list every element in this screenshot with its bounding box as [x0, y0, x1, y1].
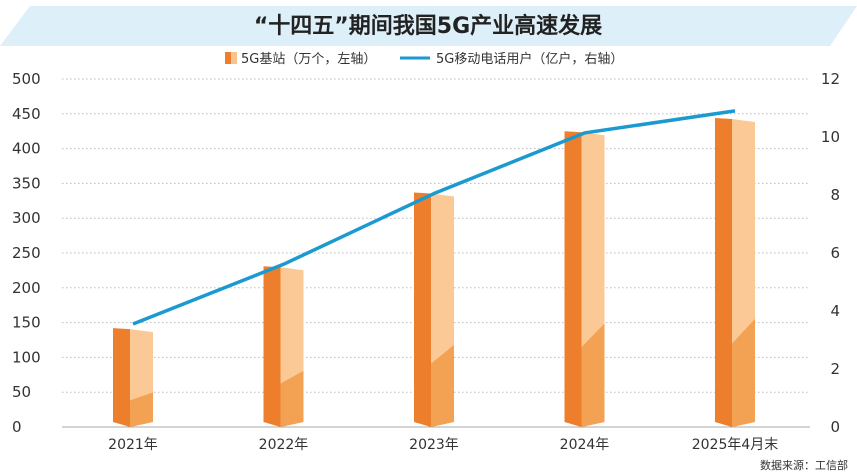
- legend-bar-swatch: [225, 52, 231, 64]
- right-tick-label: 0: [830, 418, 840, 436]
- bar-side-shade: [431, 344, 454, 427]
- bar-front: [715, 117, 732, 427]
- bar-side-shade: [130, 392, 153, 427]
- left-tick-label: 500: [12, 70, 41, 88]
- left-tick-label: 0: [12, 418, 22, 436]
- legend-line-label: 5G移动电话用户（亿户，右轴）: [436, 51, 623, 67]
- bar-front: [564, 131, 582, 427]
- right-tick-label: 12: [821, 70, 840, 88]
- left-tick-label: 450: [12, 105, 41, 123]
- bar-front: [263, 266, 281, 427]
- bar-side-shade: [280, 370, 304, 427]
- left-tick-label: 300: [12, 209, 41, 227]
- bar-side-shade: [581, 323, 605, 427]
- bar-front: [113, 328, 130, 427]
- right-tick-label: 2: [830, 360, 840, 378]
- bar-front: [414, 192, 431, 427]
- left-tick-label: 150: [12, 314, 41, 332]
- x-tick-label: 2024年: [560, 437, 610, 453]
- x-tick-label: 2023年: [409, 437, 459, 453]
- x-tick-label: 2021年: [108, 437, 158, 453]
- bar: [715, 117, 755, 427]
- left-tick-label: 200: [12, 279, 41, 297]
- bar: [263, 266, 304, 427]
- bar-side-shade: [732, 318, 755, 427]
- bar: [113, 328, 153, 427]
- bar: [414, 192, 454, 427]
- left-tick-label: 350: [12, 174, 41, 192]
- right-tick-label: 8: [830, 186, 840, 204]
- right-tick-label: 4: [830, 302, 840, 320]
- right-tick-label: 6: [830, 244, 840, 262]
- bar: [564, 131, 605, 427]
- left-tick-label: 400: [12, 140, 41, 158]
- left-tick-label: 50: [12, 383, 31, 401]
- x-tick-label: 2025年4月末: [692, 437, 779, 453]
- legend: 5G基站（万个，左轴） 5G移动电话用户（亿户，右轴）: [225, 51, 623, 67]
- x-tick-label: 2022年: [259, 437, 309, 453]
- legend-bar-label: 5G基站（万个，左轴）: [241, 52, 376, 67]
- left-tick-label: 100: [12, 348, 41, 366]
- left-tick-label: 250: [12, 244, 41, 262]
- title-banner: [0, 6, 857, 46]
- source-note: 数据来源：工信部: [760, 458, 848, 472]
- right-tick-label: 10: [821, 128, 840, 146]
- chart-title: “十四五”期间我国5G产业高速发展: [254, 13, 602, 39]
- legend-bar-swatch-side: [231, 52, 237, 64]
